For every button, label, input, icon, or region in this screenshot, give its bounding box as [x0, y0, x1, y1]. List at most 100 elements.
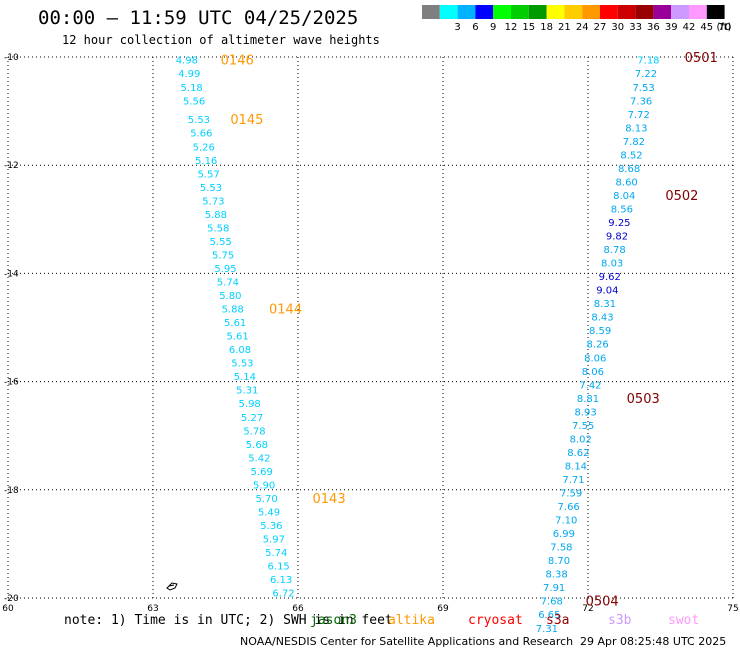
wave-height-label: 5.78: [243, 426, 265, 437]
wave-height-label: 8.03: [601, 259, 623, 270]
wave-height-label: 5.16: [195, 156, 217, 167]
x-tick-label: 75: [727, 604, 738, 614]
wave-height-label: 5.31: [236, 386, 258, 397]
x-tick-label: 63: [147, 604, 158, 614]
wave-height-label: 7.53: [632, 83, 654, 94]
y-tick-label: -16: [4, 378, 19, 388]
y-tick-label: -12: [4, 161, 19, 171]
wave-height-label: 8.78: [603, 245, 625, 256]
color-scale-legend: 3 6 9 12 15 18 21 24 27 30 33 36 39 42 45 70 (ft): [422, 5, 732, 33]
orbit-label: 0146: [221, 54, 254, 69]
legend-labels: 3 6 9 12 15 18 21 24 27 30 33 36 39 42 45 70: [454, 22, 731, 33]
orbit-label: 0145: [230, 113, 263, 128]
island-outline: [166, 582, 178, 591]
wave-height-label: 7.59: [560, 489, 582, 500]
orbit-label: 0143: [313, 492, 346, 507]
satellite-legend-cryosat: cryosat: [468, 613, 523, 628]
wave-height-label: 5.95: [214, 264, 236, 275]
wave-height-label: 6.15: [268, 562, 290, 573]
wave-height-label: 5.53: [188, 115, 210, 126]
orbit-label: 0501: [685, 51, 718, 66]
legend-swatch: [475, 5, 494, 19]
wave-height-label: 5.14: [234, 372, 256, 383]
legend-tick-label: 24: [576, 22, 589, 33]
wave-height-label: 4.99: [178, 69, 200, 80]
y-tick-label: -10: [4, 53, 19, 63]
wave-height-label: 5.56: [183, 96, 205, 107]
wave-height-label: 5.75: [212, 250, 234, 261]
wave-height-label: 5.74: [217, 278, 239, 289]
wave-height-label: 5.90: [253, 480, 275, 491]
legend-swatch: [546, 5, 565, 19]
wave-height-label: 7.91: [543, 583, 565, 594]
wave-height-label: 8.56: [611, 204, 633, 215]
x-axis-ticks: 60 63 66 69 72 75: [2, 604, 738, 614]
wave-height-label: 6.72: [272, 589, 294, 600]
wave-height-label: 6.13: [270, 575, 292, 586]
wave-height-label: 5.57: [197, 169, 219, 180]
legend-tick-label: 39: [665, 22, 678, 33]
wave-height-label: 8.52: [620, 150, 642, 161]
wave-height-label: 7.58: [550, 543, 572, 554]
wave-height-label: 8.13: [625, 123, 647, 134]
wave-height-label: 5.42: [248, 453, 270, 464]
wave-height-label: 8.93: [574, 407, 596, 418]
wave-height-label: 7.66: [558, 502, 580, 513]
wave-height-label: 6.08: [229, 345, 251, 356]
legend-unit: (ft): [716, 22, 731, 33]
legend-tick-label: 18: [540, 22, 553, 33]
y-tick-label: -14: [4, 269, 19, 279]
x-tick-label: 69: [437, 604, 449, 614]
legend-tick-label: 33: [629, 22, 642, 33]
legend-tick-label: 30: [611, 22, 624, 33]
wave-height-label: 7.18: [637, 56, 659, 67]
wave-height-label: 7.71: [562, 475, 584, 486]
wave-height-label: 5.68: [246, 440, 268, 451]
wave-height-label: 8.38: [545, 570, 567, 581]
x-tick-label: 60: [2, 604, 14, 614]
wave-height-label: 8.62: [567, 448, 589, 459]
orbit-label: 0504: [586, 595, 619, 610]
wave-height-label: 6.65: [538, 610, 560, 621]
wave-height-label: 5.61: [224, 318, 246, 329]
wave-height-label: 5.70: [255, 494, 277, 505]
legend-tick-label: 3: [454, 22, 460, 33]
plot-grid: [7, 56, 734, 599]
page-title: 00:00 – 11:59 UTC 04/25/2025: [38, 7, 359, 29]
legend-swatch: [635, 5, 654, 19]
satellite-legend-s3b: s3b: [608, 613, 632, 628]
legend-tick-label: 12: [505, 22, 518, 33]
y-tick-label: -20: [4, 594, 19, 604]
wave-height-label: 4.98: [176, 56, 198, 67]
wave-height-label: 5.66: [190, 129, 212, 140]
legend-swatch: [671, 5, 689, 19]
wave-height-label: 9.25: [608, 218, 630, 229]
legend-swatch: [564, 5, 583, 19]
legend-tick-label: 45: [700, 22, 713, 33]
wave-height-label: 7.68: [541, 597, 563, 608]
legend-swatch: [582, 5, 600, 19]
legend-swatch: [653, 5, 672, 19]
legend-swatch: [600, 5, 618, 19]
page-subtitle: 12 hour collection of altimeter wave hei…: [62, 33, 380, 47]
wave-height-label: 8.70: [548, 556, 570, 567]
wave-height-label: 5.18: [181, 83, 203, 94]
wave-height-labels: 4.98 4.99 5.18 5.56 5.53 5.66 5.26 5.16 5.57 5.53…: [176, 56, 660, 635]
y-tick-label: -18: [4, 486, 19, 496]
wave-height-label: 8.81: [577, 394, 599, 405]
satellite-legend-jason3: jason3: [310, 613, 357, 628]
wave-height-label: 5.61: [226, 332, 248, 343]
legend-tick-label: 36: [647, 22, 660, 33]
wave-height-label: 7.42: [579, 380, 601, 391]
wave-height-label: 5.53: [231, 359, 253, 370]
wave-height-label: 5.26: [193, 142, 215, 153]
wave-height-label: 8.59: [589, 326, 611, 337]
legend-tick-label: 9: [490, 22, 496, 33]
wave-height-label: 7.72: [628, 110, 650, 121]
wave-height-label: 5.74: [265, 548, 287, 559]
wave-height-label: 5.49: [258, 507, 280, 518]
wave-height-label: 5.36: [260, 521, 282, 532]
legend-tick-label: 42: [683, 22, 696, 33]
wave-height-label: 5.88: [205, 210, 227, 221]
